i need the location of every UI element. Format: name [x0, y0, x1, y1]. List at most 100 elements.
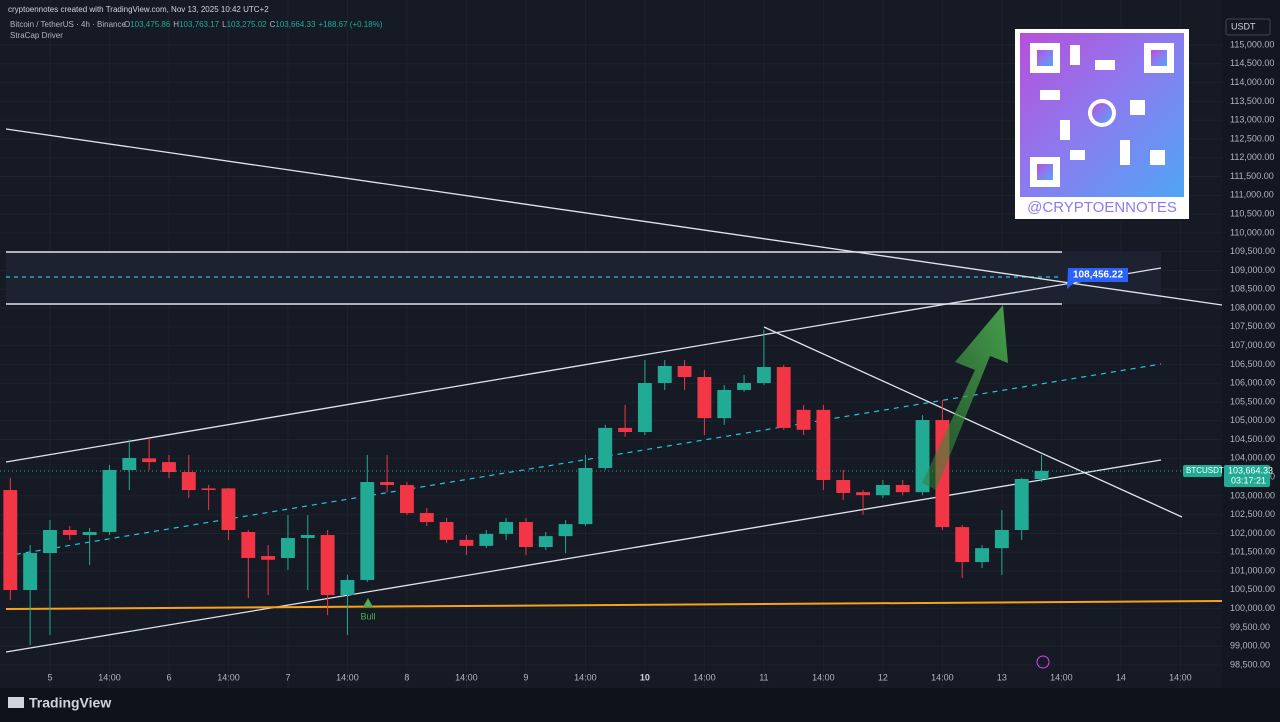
brand: TradingView: [8, 695, 111, 711]
x-tick-label: 6: [166, 672, 171, 682]
candle-body: [122, 457, 137, 470]
y-tick-label: 111,500.00: [1230, 171, 1274, 181]
candle-body: [875, 485, 890, 496]
candle-body: [439, 521, 454, 540]
candle-body: [697, 376, 712, 419]
candle-body: [637, 383, 652, 433]
x-tick-label: 14:00: [336, 672, 359, 682]
y-tick-label: 113,500.00: [1230, 96, 1274, 106]
currency-box: [1225, 18, 1271, 36]
channel-top: [5, 267, 1162, 463]
trend-line: [5, 128, 1223, 306]
candle-body: [677, 365, 692, 377]
countdown: 03:17:21: [1231, 475, 1266, 485]
y-tick-label: 112,000.00: [1230, 152, 1274, 162]
indicator: StraCap Driver: [10, 31, 63, 40]
candle-body: [895, 485, 910, 493]
y-tick-label: 109,000.00: [1230, 265, 1275, 275]
ohlc-key: C: [270, 20, 276, 29]
candle-body: [102, 469, 117, 532]
y-tick-label: 102,500.00: [1230, 509, 1275, 519]
candle-body: [419, 513, 434, 522]
y-tick-label: 114,000.00: [1230, 77, 1274, 87]
x-tick-label: 14:00: [1169, 672, 1192, 682]
y-tick-label: 105,500.00: [1230, 396, 1275, 406]
brand-name: TradingView: [29, 695, 111, 711]
bull-label: Bull: [360, 611, 375, 621]
y-tick-label: 104,500.00: [1230, 434, 1275, 444]
candle-body: [3, 490, 18, 591]
y-tick-label: 108,500.00: [1230, 284, 1275, 294]
candle-body: [796, 409, 811, 430]
x-tick-label: 5: [47, 672, 52, 682]
y-tick-label: 113,000.00: [1230, 115, 1274, 125]
candle-body: [717, 389, 732, 419]
x-tick-label: 13: [997, 672, 1007, 682]
candle-body: [300, 534, 315, 539]
candle-body: [320, 534, 335, 596]
candle-body: [23, 553, 38, 591]
y-tick-label: 104,000.00: [1230, 453, 1275, 463]
candle-body: [618, 427, 633, 433]
last-price-box: [1224, 464, 1270, 487]
x-tick-label: 14:00: [693, 672, 716, 682]
last-price-label: 103,664.33: [1228, 465, 1273, 475]
x-tick-label: 14:00: [98, 672, 121, 682]
x-tick-label: 14:00: [574, 672, 597, 682]
candle-body: [281, 538, 295, 558]
price-tag: 108,456.22: [1067, 268, 1128, 289]
y-tick-label: 114,500.00: [1230, 58, 1274, 68]
x-tick-label: 14: [1116, 672, 1126, 682]
x-tick-label: 8: [404, 672, 409, 682]
y-tick-label: 110,500.00: [1230, 208, 1274, 218]
x-tick-label: 7: [285, 672, 290, 682]
candle-body: [756, 367, 771, 384]
candle-body: [479, 533, 494, 546]
candle-body: [598, 427, 613, 468]
y-tick-label: 109,500.00: [1230, 246, 1275, 256]
candle-body: [994, 529, 1009, 549]
y-tick-label: 110,000.00: [1230, 227, 1274, 237]
y-tick-label: 108,000.00: [1230, 302, 1275, 312]
candle-body: [261, 556, 276, 560]
candle-body: [221, 488, 236, 530]
x-tick-label: 14:00: [931, 672, 954, 682]
qr-code: @CRYPTOENNOTES: [1015, 29, 1189, 219]
candle-body: [340, 579, 355, 596]
ohlc-value: 103,275.02: [227, 20, 268, 29]
candle-body: [181, 472, 196, 491]
candle-body: [915, 420, 930, 493]
candle-body: [82, 531, 97, 535]
candle-body: [538, 536, 553, 548]
y-tick-label: 101,500.00: [1230, 547, 1275, 557]
credit: cryptoennotes created with TradingView.c…: [8, 5, 269, 14]
candle-body: [499, 521, 514, 534]
candle-body: [856, 492, 870, 496]
axes: 98,500.0099,000.0099,500.00100,000.00100…: [47, 39, 1275, 682]
x-tick-label: 14:00: [217, 672, 240, 682]
candle-body: [459, 539, 474, 546]
ohlc: O103,475.86 H103,763.17 L103,275.02 C103,66…: [124, 20, 383, 29]
legend: cryptoennotes created with TradingView.c…: [8, 5, 383, 40]
x-tick-label: 10: [640, 672, 650, 682]
candle-body: [975, 548, 989, 563]
y-tick-label: 101,000.00: [1230, 565, 1275, 575]
candle-body: [737, 383, 752, 390]
y-tick-label: 107,000.00: [1230, 340, 1275, 350]
candle-body: [241, 531, 256, 558]
y-tick-label: 102,000.00: [1230, 528, 1275, 538]
ohlc-value: 103,664.33: [275, 20, 316, 29]
channel-bottom: [5, 459, 1162, 653]
candle-body: [162, 462, 176, 473]
downtrend-line: [763, 326, 1183, 518]
candle-body: [558, 524, 573, 537]
candle-body: [380, 482, 395, 486]
y-tick-label: 107,500.00: [1230, 321, 1275, 331]
x-tick-label: 14:00: [455, 672, 478, 682]
bull-marker: [363, 598, 373, 607]
x-tick-label: 12: [878, 672, 888, 682]
candle-body: [836, 479, 851, 493]
ohlc-value: 103,763.17: [179, 20, 220, 29]
